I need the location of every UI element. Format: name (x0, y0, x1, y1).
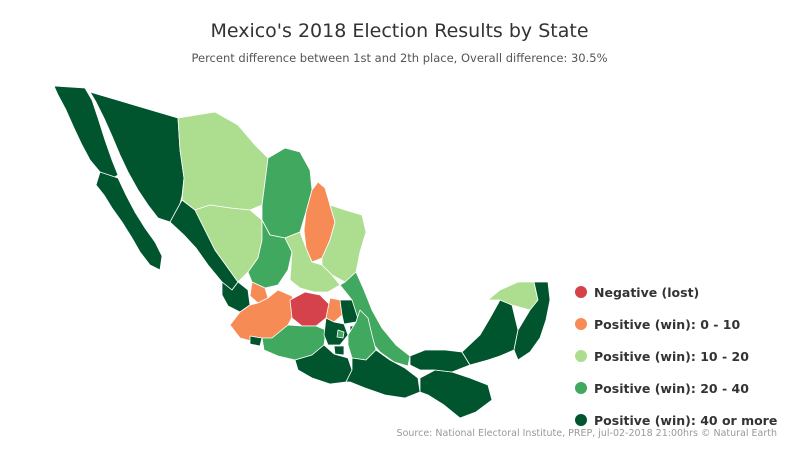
state-estado-de-mexico[interactable] (323, 317, 349, 346)
legend-label-20-40: Positive (win): 20 - 40 (594, 380, 749, 396)
state-morelos[interactable] (333, 345, 345, 356)
state-zacatecas[interactable] (247, 219, 293, 289)
state-campeche[interactable] (461, 299, 519, 366)
legend-swatch-0-10 (575, 318, 587, 330)
state-tabasco[interactable] (409, 349, 471, 373)
legend-swatch-10-20 (575, 350, 587, 362)
state-chiapas[interactable] (419, 369, 493, 419)
state-cdmx[interactable] (336, 329, 345, 339)
state-baja-california-sur[interactable] (95, 171, 163, 271)
legend-label-0-10: Positive (win): 0 - 10 (594, 316, 741, 332)
legend-item-40-plus[interactable]: Positive (win): 40 or more (575, 404, 795, 436)
legend-label-negative: Negative (lost) (594, 284, 700, 300)
state-guanajuato[interactable] (289, 291, 331, 327)
legend-item-10-20[interactable]: Positive (win): 10 - 20 (575, 340, 795, 372)
legend-item-negative[interactable]: Negative (lost) (575, 276, 795, 308)
legend-label-10-20: Positive (win): 10 - 20 (594, 348, 749, 364)
legend-item-0-10[interactable]: Positive (win): 0 - 10 (575, 308, 795, 340)
state-colima[interactable] (249, 335, 263, 347)
state-quintana-roo[interactable] (513, 281, 551, 361)
chart-title: Mexico's 2018 Election Results by State (210, 20, 589, 42)
state-chihuahua[interactable] (177, 111, 269, 211)
state-queretaro[interactable] (325, 297, 343, 323)
legend-label-40-plus: Positive (win): 40 or more (594, 412, 778, 428)
state-veracruz[interactable] (339, 271, 411, 367)
state-yucatan[interactable] (487, 281, 539, 311)
legend-item-20-40[interactable]: Positive (win): 20 - 40 (575, 372, 795, 404)
legend-swatch-40-plus (575, 414, 587, 426)
state-oaxaca[interactable] (345, 349, 421, 399)
legend: Negative (lost) Positive (win): 0 - 10 P… (575, 276, 795, 436)
legend-swatch-20-40 (575, 382, 587, 394)
chart-subtitle: Percent difference between 1st and 2th p… (191, 51, 608, 65)
legend-swatch-negative (575, 286, 587, 298)
source-credit: Source: National Electoral Institute, PR… (396, 428, 777, 439)
